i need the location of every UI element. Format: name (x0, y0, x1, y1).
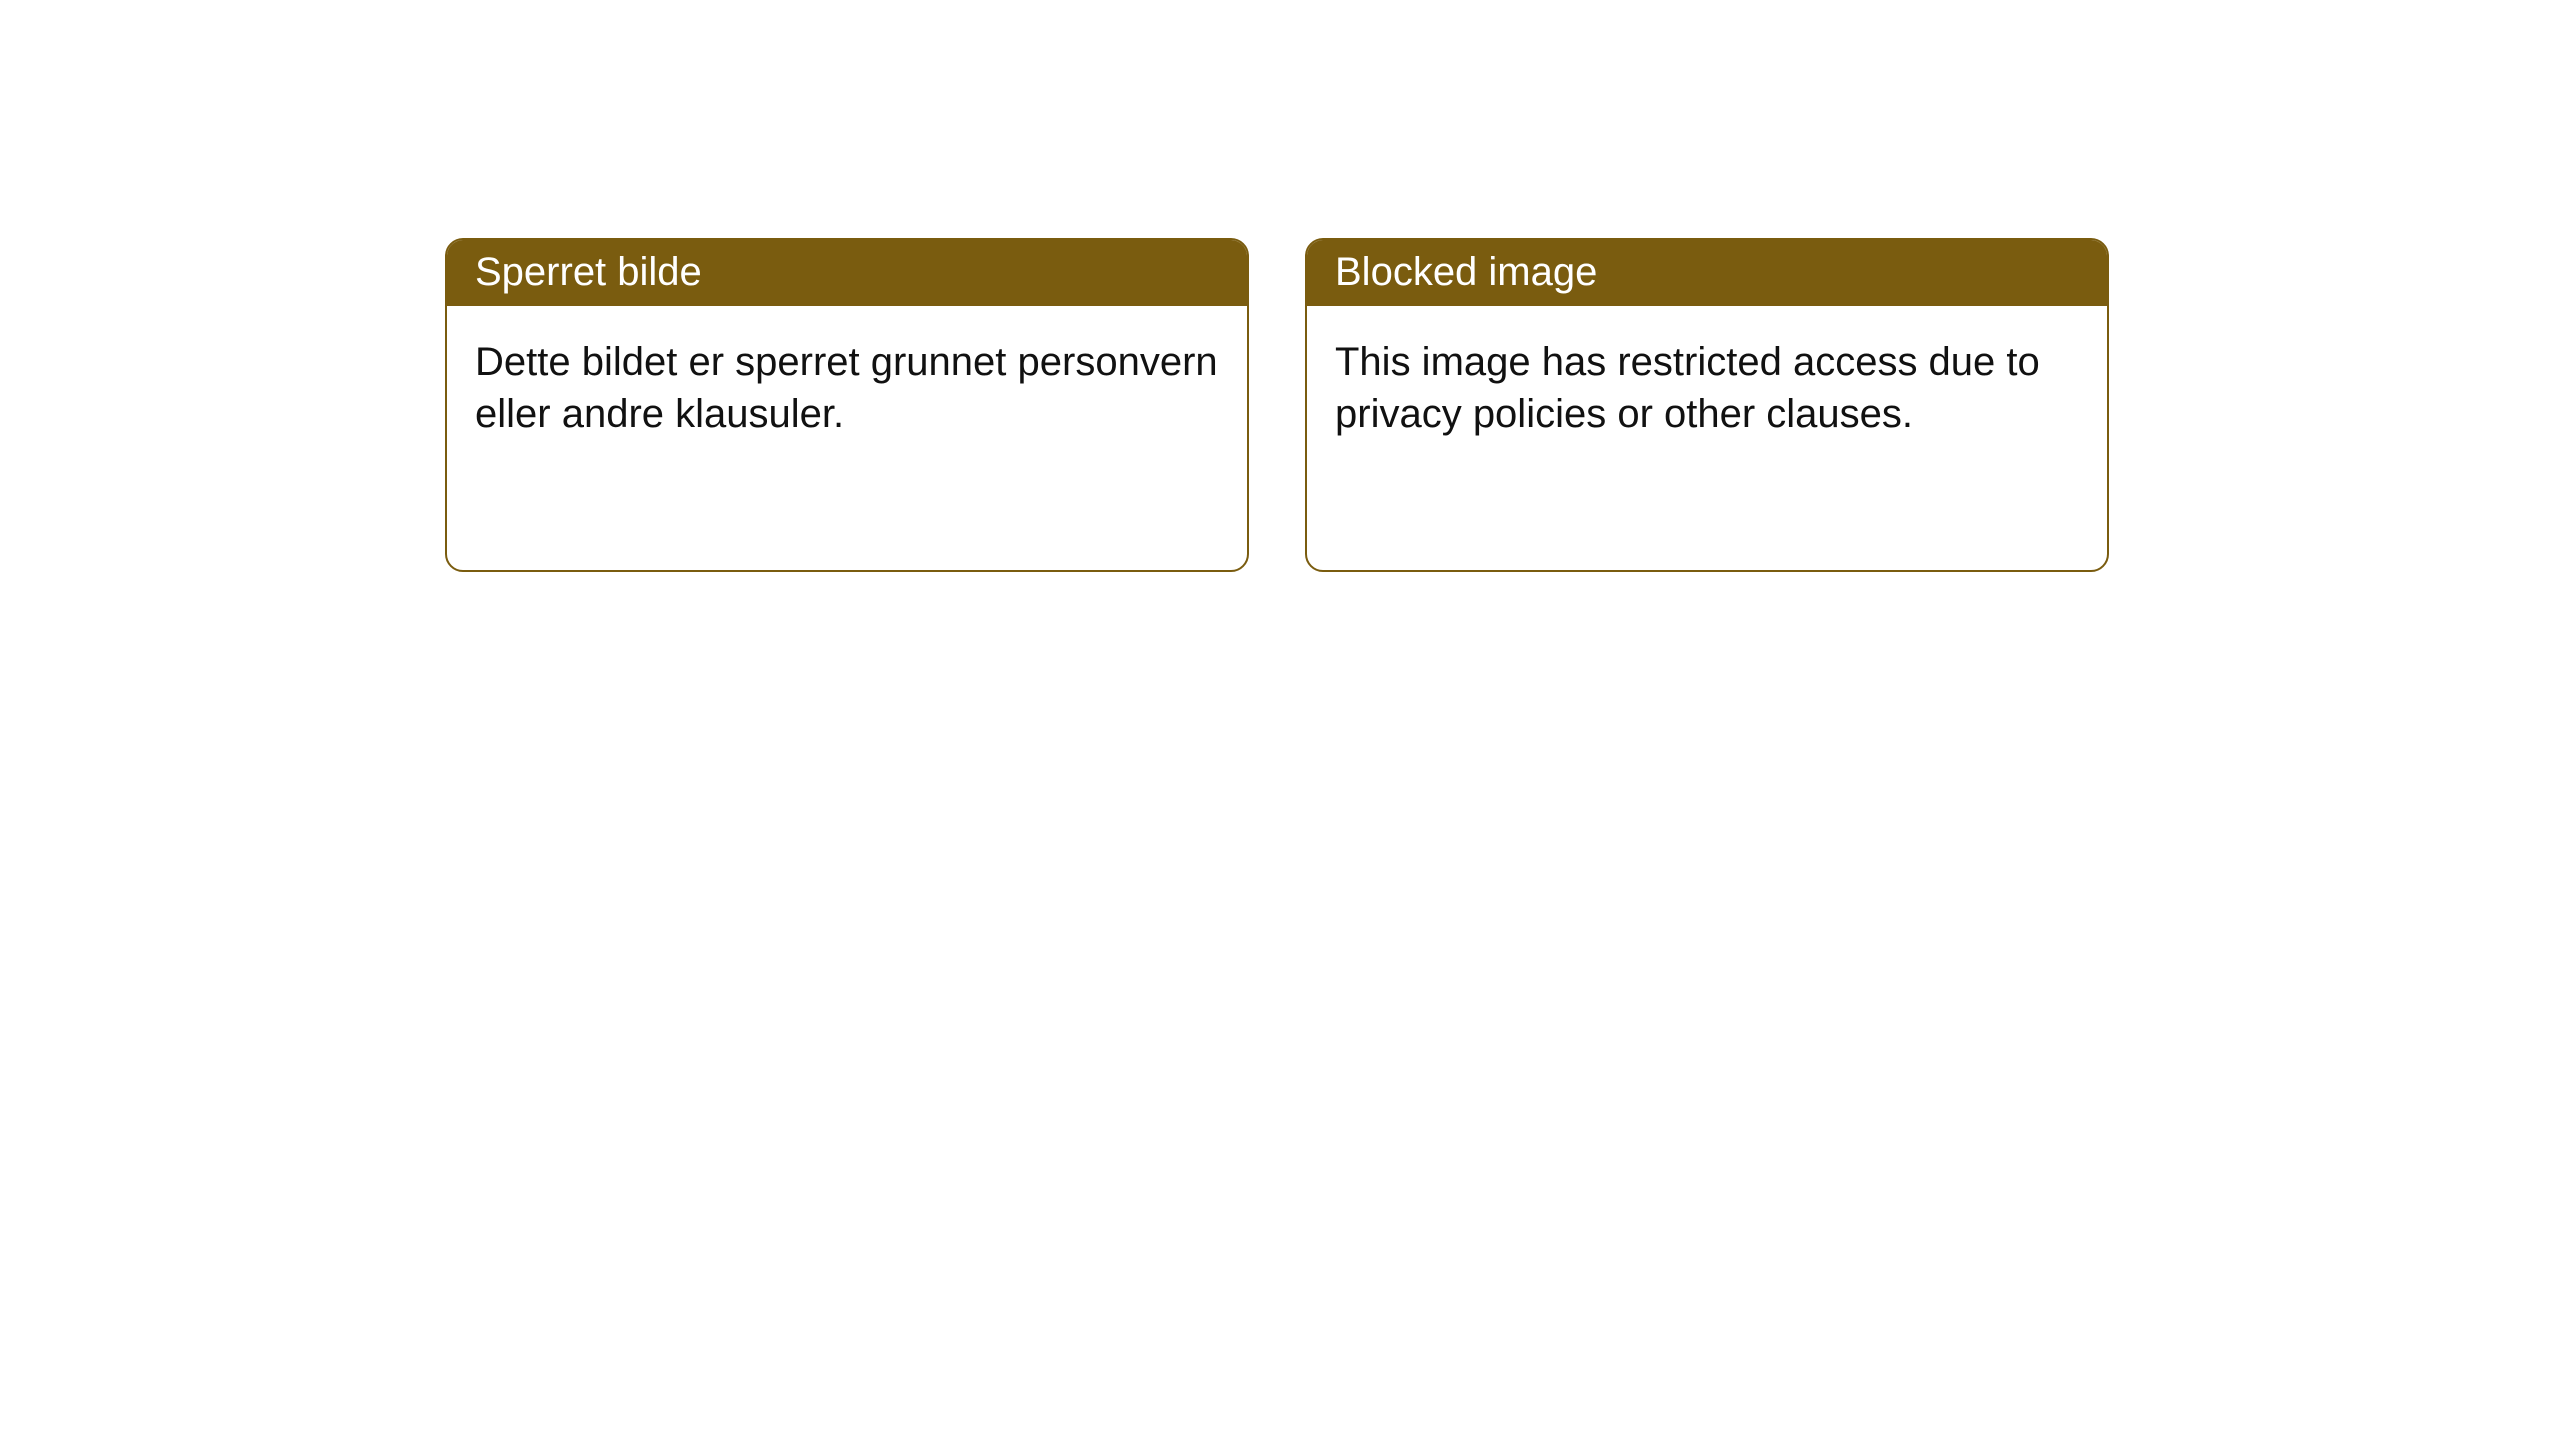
notice-card-body: This image has restricted access due to … (1307, 306, 2107, 470)
notice-card-body: Dette bildet er sperret grunnet personve… (447, 306, 1247, 470)
notice-title: Blocked image (1335, 250, 1597, 294)
notice-body-text: Dette bildet er sperret grunnet personve… (475, 340, 1218, 436)
notice-card-english: Blocked image This image has restricted … (1305, 238, 2109, 572)
notice-body-text: This image has restricted access due to … (1335, 340, 2040, 436)
notice-card-header: Blocked image (1307, 240, 2107, 306)
notice-card-norwegian: Sperret bilde Dette bildet er sperret gr… (445, 238, 1249, 572)
notice-container: Sperret bilde Dette bildet er sperret gr… (0, 0, 2560, 572)
notice-card-header: Sperret bilde (447, 240, 1247, 306)
notice-title: Sperret bilde (475, 250, 702, 294)
